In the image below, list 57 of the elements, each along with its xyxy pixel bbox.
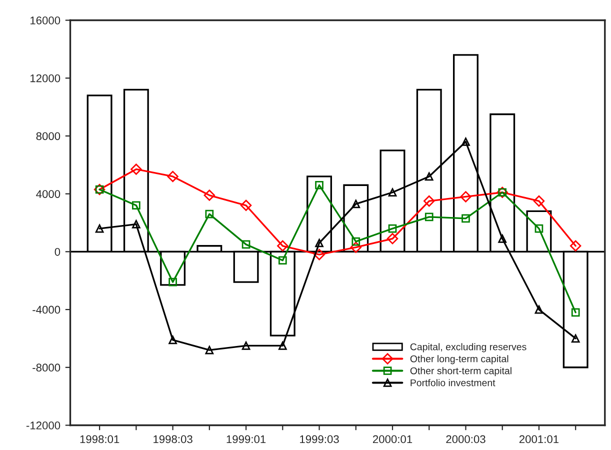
point [534,224,544,233]
x-tick-label: 2000:01 [372,435,412,444]
x-tick-label: 1999:03 [300,435,339,444]
point [167,170,178,182]
point [240,200,252,211]
x-tick-label: 1998:03 [154,435,192,444]
y-tick-label: -4000 [32,306,60,314]
point [570,240,582,252]
legend-label: Other long-term capital [410,355,508,364]
point [278,256,287,265]
point [424,172,434,181]
x-tick-label: 1998:01 [80,435,120,444]
point [533,195,545,207]
point [352,200,360,208]
point [132,201,140,210]
legend-label: Capital, excluding reserves [410,343,526,352]
point [571,334,580,343]
point [386,233,398,244]
point [242,342,250,350]
point [424,195,435,207]
y-tick-label: 4000 [36,190,60,198]
legend-label: Other short-term capital [410,367,512,376]
point [571,308,580,317]
point [424,212,434,222]
point [462,214,470,223]
point [242,240,250,249]
y-tick-label: -8000 [32,364,60,372]
x-tick-label: 2000:03 [446,435,486,444]
point [130,164,142,175]
point [315,180,324,190]
point [388,224,397,233]
point [388,188,397,197]
legend-label: Portfolio investment [410,379,496,386]
y-tick-label: 12000 [30,74,60,82]
point [534,305,544,314]
point [205,210,214,218]
point [204,190,216,201]
y-tick-label: -12000 [26,422,60,430]
point [278,342,287,350]
x-tick-label: 2001:01 [519,435,559,444]
point [498,234,507,243]
x-tick-label: 1999:01 [226,435,266,444]
point [350,242,362,253]
point [315,238,324,248]
point [132,220,140,228]
point [205,346,214,354]
point [460,191,472,202]
y-tick-label: 0 [54,248,60,256]
point [352,237,360,246]
point [462,138,470,146]
point [168,336,177,344]
y-tick-label: 8000 [36,132,60,140]
point [168,278,177,286]
point [95,224,104,233]
point [314,248,325,260]
y-tick-label: 16000 [30,16,60,24]
point [277,240,288,252]
